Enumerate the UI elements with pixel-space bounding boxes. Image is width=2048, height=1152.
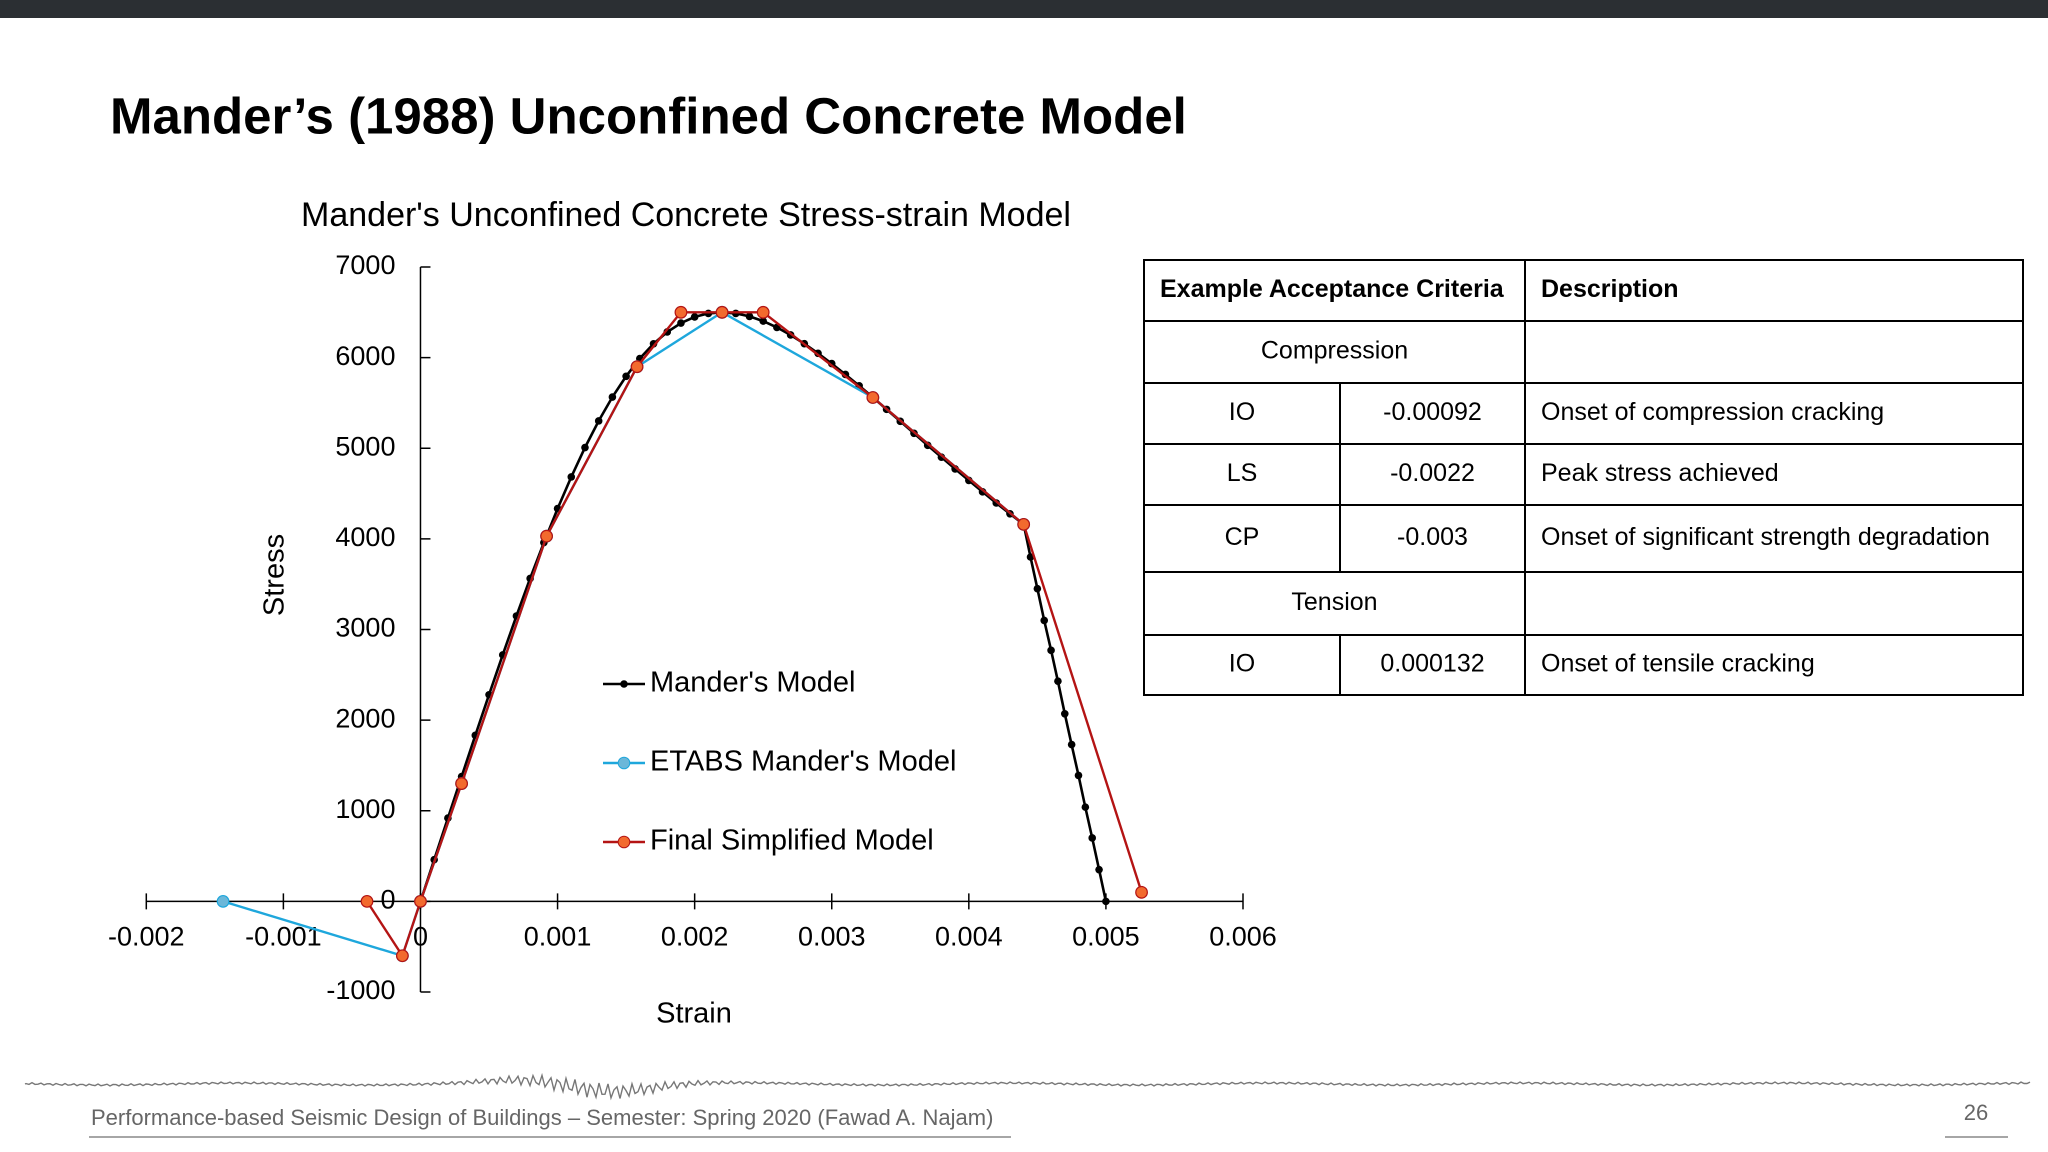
data-point xyxy=(756,305,770,319)
y-tick-label: 1000 xyxy=(335,794,395,824)
data-point xyxy=(1067,740,1076,749)
table-group: Compression xyxy=(1261,337,1408,365)
data-point xyxy=(677,319,685,327)
data-point xyxy=(1095,865,1103,874)
legend-marker xyxy=(620,680,628,688)
data-point xyxy=(759,317,767,325)
table-cell: Peak stress achieved xyxy=(1541,459,1779,487)
data-point xyxy=(608,393,617,401)
chart-title: Mander's Unconfined Concrete Stress-stra… xyxy=(301,196,1071,234)
table-cell: -0.003 xyxy=(1397,523,1468,551)
footer: Performance-based Seismic Design of Buil… xyxy=(91,1105,993,1130)
table-cell: LS xyxy=(1227,459,1258,487)
top-bar xyxy=(0,0,2048,18)
page-number: 26 xyxy=(1964,1100,1988,1125)
y-tick-label: 2000 xyxy=(335,703,395,733)
legend-marker xyxy=(617,756,631,770)
table-header: Description xyxy=(1541,275,1679,303)
legend-label: Mander's Model xyxy=(650,667,855,699)
data-point xyxy=(395,949,409,963)
x-tick-label: -0.002 xyxy=(108,922,185,952)
data-point xyxy=(567,473,576,481)
data-point xyxy=(674,305,688,319)
table-cell: 0.000132 xyxy=(1380,650,1484,678)
data-point xyxy=(1088,834,1097,842)
x-tick-label: 0.004 xyxy=(935,922,1003,952)
x-axis-label: Strain xyxy=(656,998,732,1030)
table-cell: CP xyxy=(1225,523,1260,551)
data-point xyxy=(1135,885,1148,899)
legend-label: Final Simplified Model xyxy=(650,825,934,857)
x-tick-label: 0.005 xyxy=(1072,922,1140,952)
slide-title: Mander’s (1988) Unconfined Concrete Mode… xyxy=(110,87,1187,144)
x-tick-label: 0.006 xyxy=(1209,922,1277,952)
x-tick-label: -0.001 xyxy=(245,922,322,952)
data-point xyxy=(1054,677,1062,685)
x-tick-label: 0 xyxy=(413,922,428,952)
data-point xyxy=(622,372,630,381)
y-tick-label: 6000 xyxy=(335,341,395,371)
data-point xyxy=(1102,897,1110,906)
data-point xyxy=(1017,517,1031,531)
data-point xyxy=(690,313,699,321)
data-point xyxy=(630,360,644,374)
data-point xyxy=(1060,709,1069,718)
legend-marker xyxy=(617,835,631,849)
table-cell: Onset of tensile cracking xyxy=(1541,650,1815,678)
x-tick-label: 0.001 xyxy=(524,922,592,952)
table-frame xyxy=(1143,259,2024,696)
table-cell: IO xyxy=(1229,398,1255,426)
table-cell: -0.00092 xyxy=(1383,398,1482,426)
x-tick-label: 0.003 xyxy=(798,922,866,952)
data-point xyxy=(1074,771,1083,780)
table-cell: IO xyxy=(1229,650,1255,678)
table-cell: -0.0022 xyxy=(1390,459,1475,487)
data-point xyxy=(594,417,603,425)
data-point xyxy=(715,305,729,319)
data-point xyxy=(455,777,469,790)
y-tick-label: 5000 xyxy=(335,431,395,461)
data-point xyxy=(414,894,427,908)
data-point xyxy=(1040,616,1049,625)
legend-label: ETABS Mander's Model xyxy=(650,746,956,778)
table-cell: Onset of significant strength degradatio… xyxy=(1541,523,1990,551)
data-point xyxy=(1081,803,1090,811)
data-point xyxy=(866,391,880,404)
data-point xyxy=(1047,646,1055,655)
data-point xyxy=(1033,584,1042,593)
data-point xyxy=(216,894,230,908)
table-cell: Onset of compression cracking xyxy=(1541,398,1884,426)
y-tick-label: -1000 xyxy=(326,975,395,1005)
y-axis-label: Stress xyxy=(259,534,291,616)
data-point xyxy=(581,443,589,452)
table-header: Example Acceptance Criteria xyxy=(1160,275,1505,303)
y-tick-label: 7000 xyxy=(335,250,395,280)
data-point xyxy=(360,894,374,908)
y-tick-label: 4000 xyxy=(335,522,395,552)
footer-wave xyxy=(24,1072,2031,1101)
data-point xyxy=(745,312,754,321)
x-tick-label: 0.002 xyxy=(661,922,729,952)
y-tick-label: 3000 xyxy=(335,613,395,643)
table-group: Tension xyxy=(1291,588,1377,616)
y-tick-label: 0 xyxy=(380,885,395,915)
series-line xyxy=(365,311,1143,959)
data-point xyxy=(540,529,553,543)
